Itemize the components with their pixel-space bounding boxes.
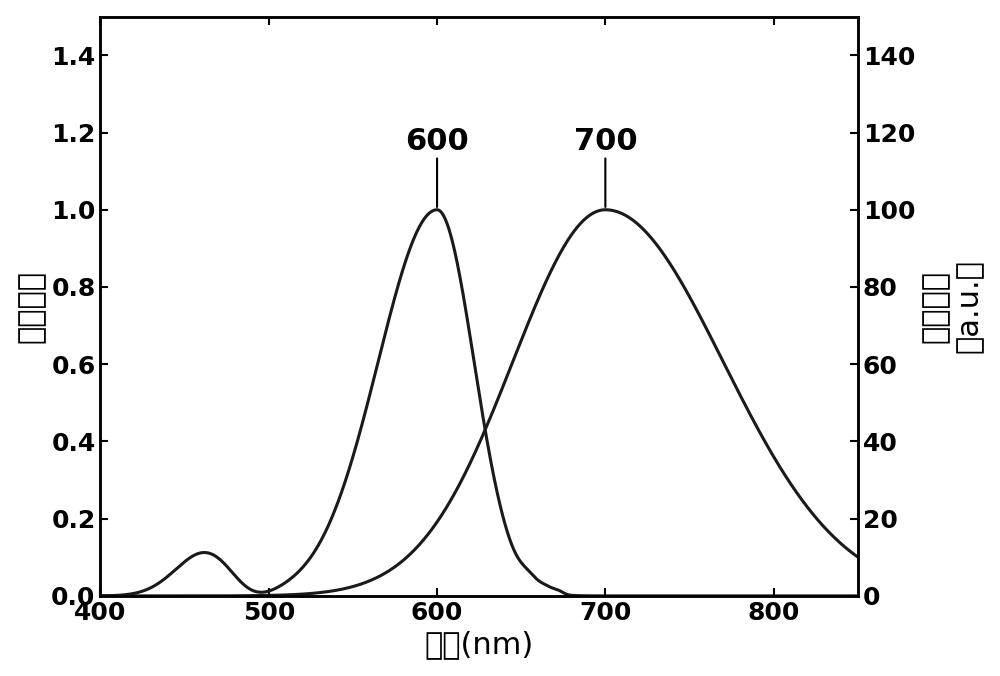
Y-axis label: 荧光强度
（a.u.）: 荧光强度 （a.u.） <box>921 260 983 354</box>
Y-axis label: 吸收强度: 吸收强度 <box>17 270 46 343</box>
Text: 700: 700 <box>574 126 637 207</box>
Text: 600: 600 <box>405 126 469 207</box>
X-axis label: 波长(nm): 波长(nm) <box>425 630 534 659</box>
